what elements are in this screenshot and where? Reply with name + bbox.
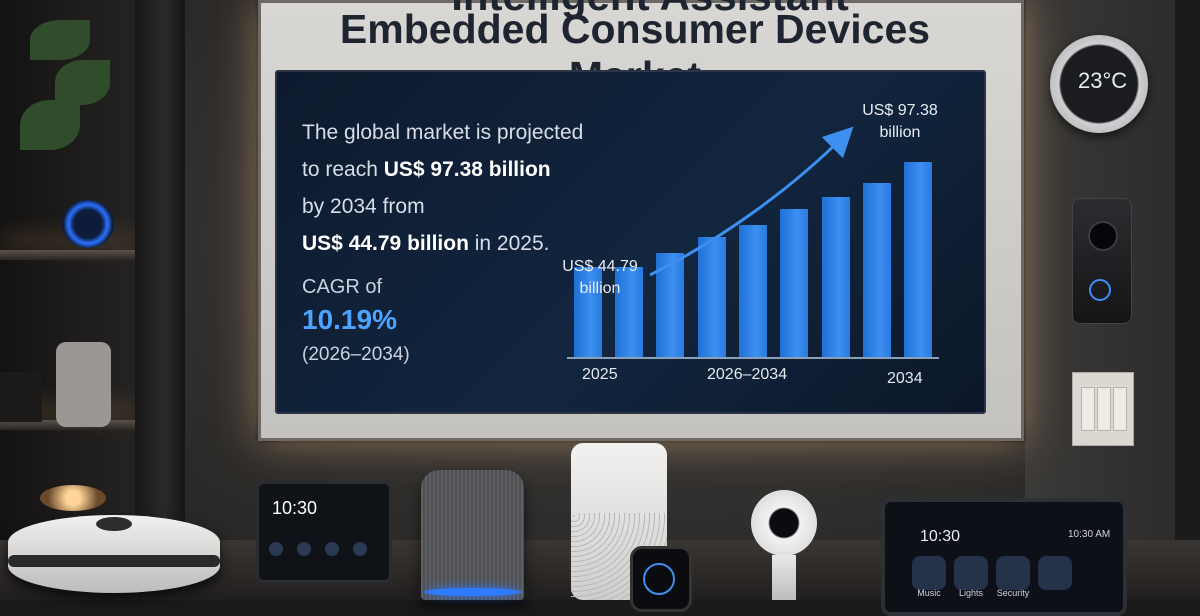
shelf-object <box>0 372 42 422</box>
smart-speaker-ring <box>62 200 114 248</box>
chart-bar <box>697 237 726 357</box>
music-tile-icon <box>912 556 946 590</box>
robot-sensor <box>96 517 132 531</box>
chart-bar <box>573 267 602 357</box>
x-tick-2025: 2025 <box>582 366 618 383</box>
chart-bar <box>738 225 768 357</box>
tablet-time: 10:30 <box>920 528 961 545</box>
smart-watch <box>630 546 692 612</box>
desc-line2: to reach US$ 97.38 billion <box>302 151 592 188</box>
plant-leaf <box>30 20 90 60</box>
cagr-range: (2026–2034) <box>302 344 410 365</box>
security-tile-icon <box>996 556 1030 590</box>
end-label-line2: billion <box>879 124 921 141</box>
desc-line1: The global market is projected <box>302 121 584 144</box>
hub-time: 10:30 <box>272 498 318 518</box>
growth-bar-chart <box>567 140 939 357</box>
desc-line4-suffix: in 2025. <box>468 232 550 255</box>
robot-bumper <box>8 555 220 567</box>
tablet-tile-label: Lights <box>958 588 984 598</box>
cagr-value: 10.19% <box>302 304 397 335</box>
lights-tile-icon <box>954 556 988 590</box>
end-label-line1: US$ 97.38 <box>862 102 938 119</box>
desc-line4: US$ 44.79 billion in 2025. <box>302 225 592 262</box>
lamp-glow <box>40 485 106 511</box>
hub-icon <box>269 542 283 556</box>
x-tick-range: 2026–2034 <box>707 366 788 383</box>
base-value: US$ 44.79 billion <box>302 232 469 255</box>
right-edge <box>1175 0 1200 600</box>
wall-pillar <box>135 0 185 600</box>
light-switch <box>1072 372 1134 446</box>
camera-stand <box>772 555 796 600</box>
doorbell-camera <box>1088 221 1118 251</box>
security-camera <box>751 490 817 556</box>
shelf <box>0 250 135 260</box>
watch-face <box>643 563 675 595</box>
switch-rocker <box>1113 387 1127 431</box>
chart-bar <box>862 183 892 357</box>
hub-icon <box>353 542 367 556</box>
market-description: The global market is projected to reach … <box>302 114 592 262</box>
chart-bar <box>904 162 933 357</box>
switch-rocker <box>1097 387 1111 431</box>
switch-rocker <box>1081 387 1095 431</box>
chart-bar <box>821 197 850 357</box>
board-title-line1: Intelligent Assistant <box>300 0 1000 20</box>
hub-icon <box>325 542 339 556</box>
start-label-line1: US$ 44.79 <box>562 258 638 275</box>
doorbell-button <box>1089 279 1111 301</box>
start-value-label: US$ 44.79 billion <box>560 256 640 300</box>
start-label-line2: billion <box>579 280 621 297</box>
cagr-label: CAGR of <box>302 276 383 298</box>
tablet-tile-label: Music <box>917 588 941 598</box>
thermostat <box>1050 35 1148 133</box>
smart-speaker-small <box>56 342 111 427</box>
speaker-light-ring <box>424 588 522 596</box>
growth-arrow-line <box>649 126 854 277</box>
growth-arrow <box>649 126 854 277</box>
fabric-smart-speaker <box>421 470 524 600</box>
tablet-clock: 10:30 AM <box>1068 529 1111 540</box>
x-tick-2034: 2034 <box>887 370 923 387</box>
hub-icon <box>297 542 311 556</box>
plant-leaf <box>20 100 80 150</box>
chart-x-axis <box>567 357 939 359</box>
robot-vacuum <box>8 515 220 593</box>
desc-line2-prefix: to reach <box>302 158 384 181</box>
end-value-label: US$ 97.38 billion <box>858 100 942 144</box>
plant-leaf <box>55 60 110 105</box>
video-doorbell <box>1072 198 1132 324</box>
smart-display-hub <box>256 481 392 583</box>
desc-line3: by 2034 from <box>302 195 425 218</box>
forecast-value: US$ 97.38 billion <box>383 158 551 181</box>
thermostat-temp: 23°C <box>1078 68 1128 93</box>
camera-tile-icon <box>1038 556 1072 590</box>
chart-bar <box>614 267 644 357</box>
tablet-tile-label: Security <box>996 588 1030 598</box>
chart-bar <box>780 209 809 357</box>
